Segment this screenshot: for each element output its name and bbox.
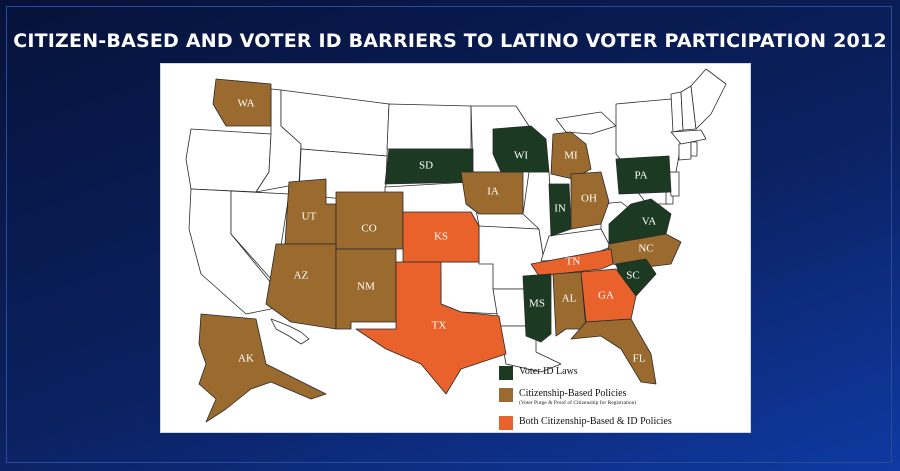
state-label-wi: WI: [514, 150, 528, 162]
state-shape-ks: [402, 211, 480, 263]
state-label-al: AL: [562, 293, 577, 305]
state-shape-wa: [212, 78, 272, 127]
state-shape-mi: [550, 131, 592, 180]
legend-item-voter-id: Voter ID Laws: [499, 364, 729, 386]
state-lake: [555, 111, 617, 135]
state-label-sd: SD: [419, 160, 433, 172]
state-shape-al: [552, 271, 587, 337]
state-or: [185, 128, 272, 193]
state-label-ia: IA: [487, 186, 499, 198]
state-ct: [678, 141, 692, 161]
state-shape-nm: [335, 248, 397, 330]
us-map-panel: WA UT CO AZ NM KS TX SD IA WI MI IN OH P…: [160, 63, 751, 433]
state-shape-wi: [492, 125, 550, 173]
state-shape-oh: [570, 171, 610, 230]
us-map: WA UT CO AZ NM KS TX SD IA WI MI IN OH P…: [185, 68, 727, 423]
state-label-in: IN: [554, 203, 566, 215]
state-label-nc: NC: [638, 243, 653, 255]
state-label-ms: MS: [529, 298, 545, 310]
state-shape-tx: [355, 261, 507, 395]
state-label-ga: GA: [598, 290, 614, 302]
state-label-tn: TN: [566, 256, 581, 268]
state-label-ks: KS: [434, 231, 448, 243]
state-label-mi: MI: [564, 150, 578, 162]
state-label-az: AZ: [294, 270, 309, 282]
state-label-va: VA: [642, 216, 657, 228]
legend-swatch-voter-id: [499, 366, 513, 380]
state-label-oh: OH: [581, 193, 597, 205]
map-legend: Voter ID Laws Citizenship-Based Policies…: [499, 364, 729, 436]
legend-label: Voter ID Laws: [519, 366, 578, 377]
state-shape-ms: [522, 273, 552, 343]
state-label-wa: WA: [237, 98, 254, 110]
state-shape-fl: [570, 318, 657, 385]
legend-sublabel: (Voter Purge & Proof of Citizenship for …: [519, 400, 637, 406]
state-shape-tn: [530, 248, 614, 277]
state-label-fl: FL: [633, 353, 646, 365]
legend-label: Both Citizenship-Based & ID Policies: [519, 416, 672, 427]
state-ri: [690, 141, 698, 157]
legend-swatch-citizenship: [499, 388, 513, 402]
state-shape-pa: [615, 155, 672, 195]
state-shape-ga: [580, 268, 637, 323]
state-nd: [386, 103, 472, 150]
state-label-tx: TX: [432, 320, 447, 332]
state-label-ut: UT: [302, 211, 317, 223]
state-label-co: CO: [361, 223, 376, 235]
legend-swatch-both: [499, 416, 513, 430]
state-shape-az: [265, 243, 337, 330]
state-shape-co: [335, 191, 404, 250]
legend-item-citizenship: Citizenship-Based Policies (Voter Purge …: [499, 386, 729, 414]
state-me: [690, 68, 727, 130]
legend-item-both: Both Citizenship-Based & ID Policies: [499, 414, 729, 436]
state-ma: [670, 129, 707, 145]
state-shape-ak: [198, 313, 327, 423]
state-label-pa: PA: [634, 170, 647, 182]
state-hi: [270, 318, 310, 345]
state-label-sc: SC: [626, 270, 639, 282]
slide-frame: [6, 6, 892, 463]
legend-label: Citizenship-Based Policies: [519, 388, 627, 399]
state-label-nm: NM: [357, 281, 375, 293]
slide-title: CITIZEN-BASED AND VOTER ID BARRIERS TO L…: [13, 30, 887, 52]
state-label-ak: AK: [238, 353, 254, 365]
